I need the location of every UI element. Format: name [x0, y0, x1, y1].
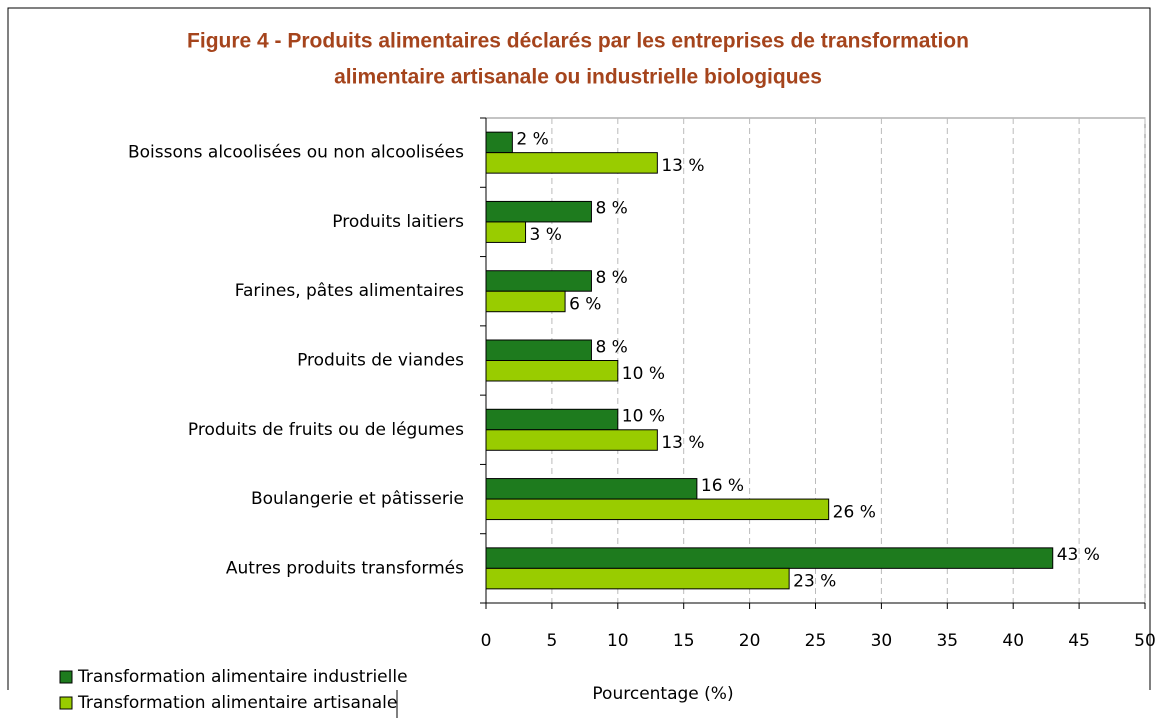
y-tick-label: Produits laitiers — [332, 212, 464, 232]
y-tick-label: Produits de fruits ou de légumes — [188, 420, 464, 440]
x-tick-label: 15 — [673, 631, 695, 651]
legend-label: Transformation alimentaire industrielle — [77, 667, 408, 687]
x-tick-label: 50 — [1134, 631, 1156, 651]
data-label: 6 % — [569, 294, 601, 314]
bar — [485, 270, 592, 292]
data-label: 8 % — [595, 268, 627, 288]
data-label: 8 % — [595, 199, 627, 219]
data-label: 23 % — [793, 572, 836, 592]
y-tick-label: Autres produits transformés — [226, 558, 464, 578]
x-axis-title: Pourcentage (%) — [592, 684, 733, 704]
bar — [485, 339, 592, 361]
data-label: 13 % — [661, 433, 704, 453]
legend-label: Transformation alimentaire artisanale — [77, 693, 397, 713]
x-tick-label: 25 — [805, 631, 827, 651]
y-tick-label: Farines, pâtes alimentaires — [235, 281, 464, 301]
y-tick-label: Boulangerie et pâtisserie — [251, 489, 464, 509]
chart-title: alimentaire artisanale ou industrielle b… — [334, 66, 822, 89]
x-tick-label: 20 — [739, 631, 761, 651]
bar — [485, 498, 830, 521]
x-tick-label: 30 — [871, 631, 893, 651]
data-label: 10 % — [622, 364, 665, 384]
y-tick-label: Produits de viandes — [297, 351, 464, 371]
data-label: 10 % — [622, 407, 665, 427]
chart-border — [7, 7, 1151, 690]
data-label: 2 % — [516, 129, 548, 149]
bar — [485, 478, 698, 500]
bar — [485, 152, 658, 174]
y-tick-label: Boissons alcoolisées ou non alcoolisées — [128, 143, 464, 163]
data-label: 26 % — [833, 502, 876, 522]
x-tick-label: 0 — [481, 631, 492, 651]
bar — [485, 408, 619, 431]
data-label: 43 % — [1057, 545, 1100, 565]
data-label: 16 % — [701, 476, 744, 496]
bar — [485, 131, 513, 154]
x-tick-label: 40 — [1002, 631, 1024, 651]
legend-swatch — [59, 696, 73, 710]
data-label: 8 % — [595, 337, 627, 357]
bar — [485, 567, 790, 590]
bar — [485, 221, 527, 243]
legend-swatch — [59, 670, 73, 684]
data-label: 13 % — [661, 156, 704, 176]
bar — [485, 360, 619, 382]
x-tick-label: 5 — [546, 631, 557, 651]
x-tick-label: 35 — [936, 631, 958, 651]
bar — [485, 429, 658, 451]
x-tick-label: 45 — [1068, 631, 1090, 651]
x-tick-label: 10 — [607, 631, 629, 651]
bar — [485, 547, 1054, 569]
chart-title: Figure 4 - Produits alimentaires déclaré… — [187, 30, 969, 53]
bar — [485, 200, 592, 223]
bar — [485, 290, 566, 313]
data-label: 3 % — [530, 225, 562, 245]
